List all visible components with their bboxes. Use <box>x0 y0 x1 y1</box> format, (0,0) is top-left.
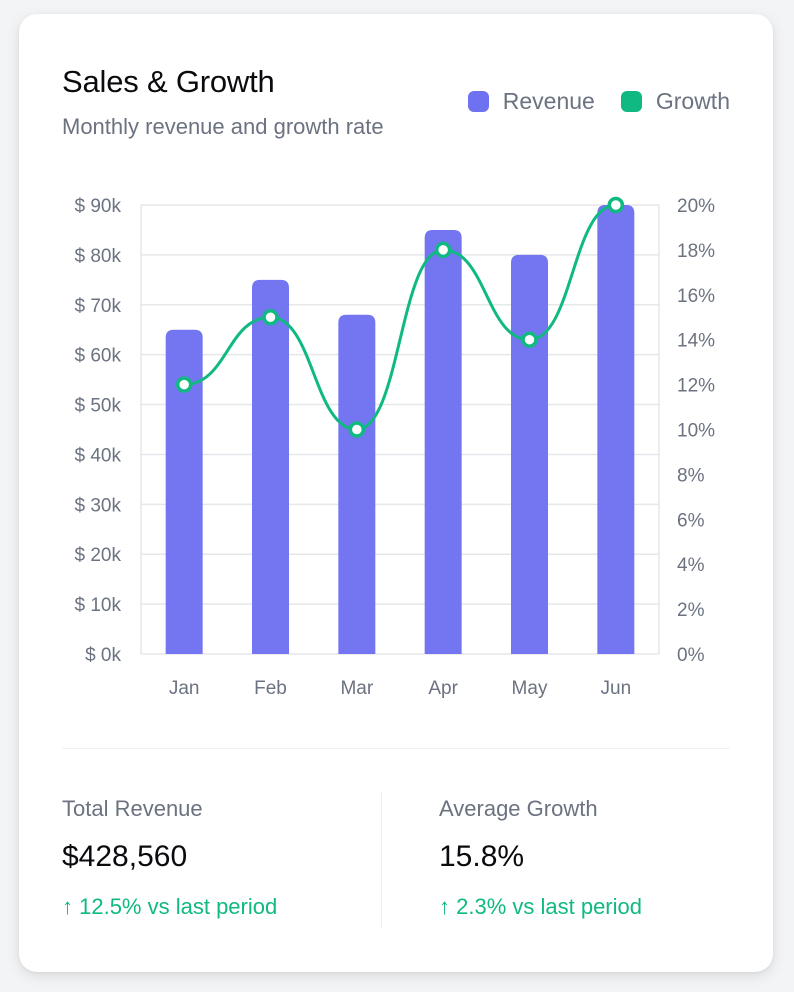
growth-point <box>175 376 193 393</box>
revenue-bar <box>252 279 289 654</box>
card-subtitle: Monthly revenue and growth rate <box>62 114 384 139</box>
growth-point <box>348 421 366 438</box>
y-right-tick-label: 16% <box>677 286 715 307</box>
revenue-bar <box>424 229 462 654</box>
y-left-tick-label: $ 20k <box>75 545 122 566</box>
y-right-tick-label: 4% <box>677 555 705 576</box>
revenue-swatch <box>467 91 489 112</box>
y-left-tick-label: $ 80k <box>75 246 122 267</box>
legend-label-revenue: Revenue <box>502 88 595 114</box>
growth-point <box>434 241 452 259</box>
x-tick-label: Feb <box>254 678 287 699</box>
y-left-tick-label: $ 60k <box>75 346 122 367</box>
y-right-tick-label: 10% <box>677 421 715 442</box>
revenue-bar <box>338 314 376 654</box>
revenue-bar <box>511 254 548 654</box>
y-right-tick-label: 6% <box>677 510 705 531</box>
growth-point <box>262 309 279 326</box>
y-left-tick-label: $ 50k <box>75 396 122 417</box>
y-right-tick-label: 8% <box>677 465 705 486</box>
legend-item-revenue[interactable]: Revenue <box>467 88 595 115</box>
y-right-tick-label: 18% <box>677 241 715 262</box>
card-title: Sales & Growth <box>62 64 275 99</box>
stat-change-average-growth: ↑ 2.3% vs last period <box>439 894 642 919</box>
stats-divider <box>62 748 730 749</box>
axis-labels: $ 0k $ 10k $ 20k $ 30k $ 40k $ 50k $ 60k $ 70k $… <box>75 196 716 699</box>
stat-label-average-growth: Average Growth <box>439 796 598 821</box>
sales-growth-chart: $ 0k $ 10k $ 20k $ 30k $ 40k $ 50k $ 60k $ 70k $… <box>75 196 716 699</box>
stat-average-growth: Average Growth 15.8% ↑ 2.3% vs last peri… <box>439 796 642 920</box>
stat-value-average-growth: 15.8% <box>439 840 525 873</box>
growth-line <box>184 203 617 432</box>
y-left-tick-label: $ 30k <box>75 495 122 516</box>
stat-total-revenue: Total Revenue $428,560 ↑ 12.5% vs last p… <box>62 796 277 920</box>
sales-growth-card: Sales & Growth Monthly revenue and growt… <box>19 14 773 972</box>
chart-legend: Revenue Growth <box>467 88 730 115</box>
x-tick-label: Jan <box>169 678 200 699</box>
growth-point <box>607 196 625 214</box>
growth-line-layer <box>175 196 625 438</box>
stat-label-total-revenue: Total Revenue <box>62 796 203 821</box>
growth-swatch <box>620 91 642 112</box>
revenue-bar <box>165 329 203 654</box>
y-right-tick-label: 14% <box>677 331 715 352</box>
y-right-tick-label: 12% <box>677 376 715 397</box>
y-left-tick-label: $ 90k <box>75 196 122 217</box>
revenue-bar <box>597 205 635 654</box>
x-tick-label: Mar <box>340 678 373 699</box>
x-tick-label: May <box>512 678 548 699</box>
y-left-tick-label: $ 10k <box>75 595 122 616</box>
x-tick-label: Jun <box>601 678 632 699</box>
y-right-tick-label: 2% <box>677 600 705 621</box>
y-left-tick-label: $ 0k <box>85 645 121 666</box>
growth-point <box>521 331 538 348</box>
y-left-tick-label: $ 40k <box>75 445 122 466</box>
y-left-tick-label: $ 70k <box>75 296 122 317</box>
stats-vertical-divider <box>381 792 382 928</box>
stat-value-total-revenue: $428,560 <box>62 840 188 873</box>
x-tick-label: Apr <box>428 678 458 699</box>
y-right-tick-label: 0% <box>677 645 705 666</box>
legend-label-growth: Growth <box>655 88 730 114</box>
legend-item-growth[interactable]: Growth <box>620 88 730 115</box>
stat-change-total-revenue: ↑ 12.5% vs last period <box>62 894 278 919</box>
revenue-bars <box>165 205 635 654</box>
grid-lines <box>140 204 660 655</box>
y-right-tick-label: 20% <box>677 196 715 217</box>
